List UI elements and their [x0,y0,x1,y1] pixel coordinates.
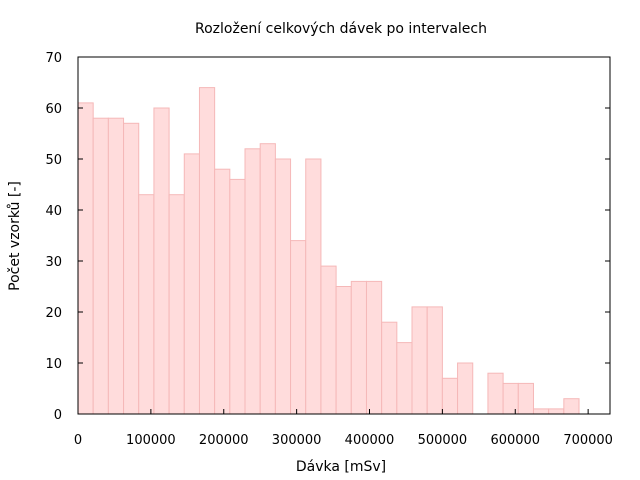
x-tick-label: 400000 [345,433,395,448]
x-tick-label: 600000 [490,433,540,448]
histogram-bar [396,342,413,415]
histogram-bar [441,377,459,415]
histogram-bar [548,408,565,415]
histogram-bar [214,168,231,415]
histogram-bar [487,372,504,415]
histogram-bar [457,362,474,415]
chart-title: Rozložení celkových dávek po intervalech [195,21,487,37]
histogram-bar [138,194,155,415]
y-axis-label: Počet vzorků [-] [7,181,23,291]
y-tick-label: 70 [45,51,62,66]
x-tick-label: 700000 [563,433,613,448]
bars-group [77,87,580,415]
histogram-bar [77,102,94,415]
histogram-bar [532,408,550,415]
histogram-bar [183,153,200,415]
histogram-bar [305,158,322,415]
histogram-bar [365,280,383,415]
x-tick-label: 500000 [418,433,468,448]
x-tick-label: 200000 [199,433,249,448]
y-tick-label: 20 [45,306,62,321]
histogram-bar [502,382,519,415]
histogram-bar [290,240,307,415]
histogram-bar [335,286,352,415]
y-axis: 0 10 20 30 40 50 60 70 [45,51,610,423]
x-axis: 0 100000 200000 300000 400000 500000 600000 700… [74,409,613,448]
y-tick-label: 30 [45,255,62,270]
histogram-bar [244,148,261,415]
plot-frame [77,56,611,415]
y-tick-label: 40 [45,204,62,219]
histogram-bar [426,306,443,415]
histogram-bar [563,398,580,415]
histogram-bar [517,382,534,415]
y-tick-label: 0 [54,408,62,423]
x-axis-label: Dávka [mSv] [296,459,386,475]
histogram-bar [259,143,276,415]
histogram-bar [123,122,140,415]
histogram-bar [350,280,367,415]
histogram-bar [381,321,398,415]
histogram-bar [198,87,216,415]
histogram-bar [168,194,185,415]
y-tick-label: 60 [45,102,62,117]
x-tick-label: 0 [74,433,82,448]
histogram-bar [229,178,246,415]
x-tick-label: 100000 [126,433,176,448]
y-tick-label: 10 [45,357,62,372]
histogram-bar [92,117,109,415]
histogram-bar [274,158,292,415]
histogram-bar [107,117,125,415]
histogram-bar [411,306,428,415]
histogram-bar [320,265,337,415]
x-tick-label: 300000 [272,433,322,448]
histogram-bar [153,107,170,415]
y-tick-label: 50 [45,153,62,168]
